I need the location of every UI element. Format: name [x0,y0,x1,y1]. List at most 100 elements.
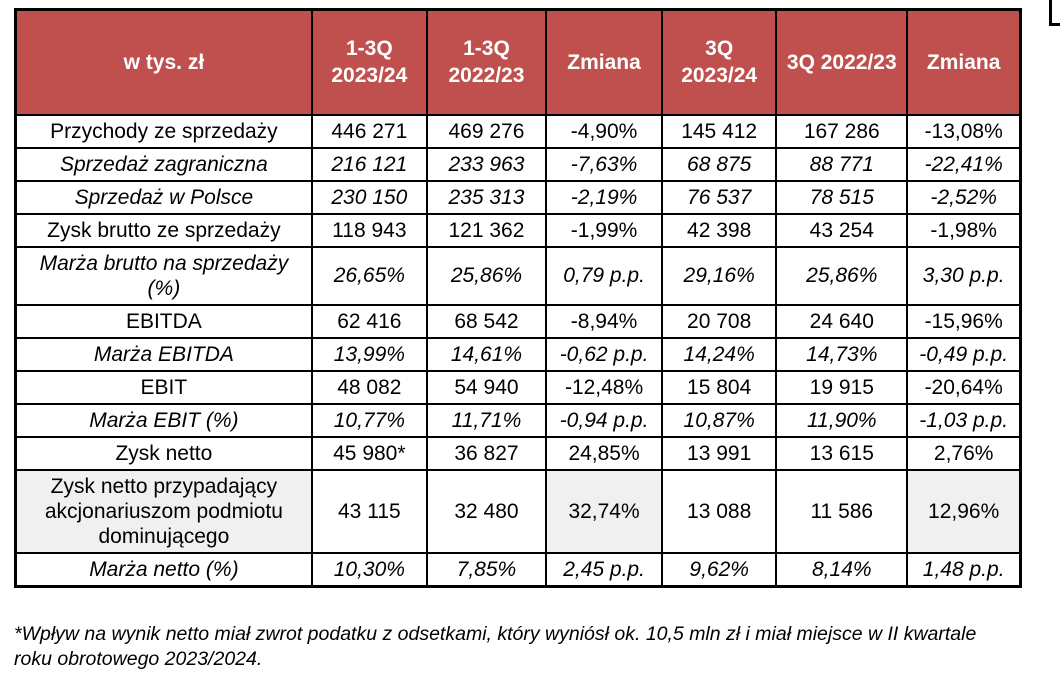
value-cell: 25,86% [425,245,548,306]
value-cell: 233 963 [425,146,548,182]
table-row: Marża netto (%) 10,30% 7,85% 2,45 p.p. 9,62%… [14,551,1022,587]
value-cell: 11 586 [775,468,909,554]
value-cell: -12,48% [544,369,664,405]
row-label-cell: Sprzedaż w Polsce [14,179,313,215]
value-cell: -8,94% [544,303,664,339]
value-cell: -15,96% [906,303,1022,339]
row-label-cell: EBITDA [14,303,313,339]
financial-results-table: w tys. zł 1-3Q 2023/24 1-3Q 2022/23 Zmia… [14,8,1022,588]
value-cell: 11,71% [425,402,548,438]
value-cell: 14,73% [775,336,909,372]
value-cell: 7,85% [425,551,548,587]
value-cell: 12,96% [906,468,1022,554]
value-cell: 15 804 [661,369,778,405]
value-cell: 24 640 [775,303,909,339]
column-header-1-3q-2023-24: 1-3Q 2023/24 [310,8,428,116]
value-cell: -2,52% [906,179,1022,215]
value-cell: 1,48 p.p. [906,551,1022,587]
partial-corner-box [1049,0,1060,26]
value-cell: 167 286 [775,113,909,149]
value-cell: -1,98% [906,212,1022,248]
table-row: Marża EBIT (%) 10,77% 11,71% -0,94 p.p. 10,8… [14,402,1022,438]
value-cell: 145 412 [661,113,778,149]
value-cell: 26,65% [310,245,428,306]
value-cell: -1,03 p.p. [906,402,1022,438]
column-header-3q-2023-24: 3Q 2023/24 [661,8,778,116]
table-row: EBITDA 62 416 68 542 -8,94% 20 708 24 640 -15,… [14,303,1022,339]
value-cell: 0,79 p.p. [544,245,664,306]
value-cell: -2,19% [544,179,664,215]
value-cell: 14,61% [425,336,548,372]
column-header-3q-2022-23: 3Q 2022/23 [775,8,909,116]
value-cell: 230 150 [310,179,428,215]
value-cell: 43 254 [775,212,909,248]
value-cell: -4,90% [544,113,664,149]
table-body: Przychody ze sprzedaży 446 271 469 276 -4,9… [14,113,1022,587]
row-label-cell: Zysk netto przypadający akcjonariuszom p… [14,468,313,554]
row-label-cell: Marża netto (%) [14,551,313,587]
row-label-cell: Marża EBIT (%) [14,402,313,438]
value-cell: 9,62% [661,551,778,587]
value-cell: 469 276 [425,113,548,149]
row-label-cell: Zysk brutto ze sprzedaży [14,212,313,248]
value-cell: 13 615 [775,435,909,471]
value-cell: 8,14% [775,551,909,587]
value-cell: 10,87% [661,402,778,438]
table-header: w tys. zł 1-3Q 2023/24 1-3Q 2022/23 Zmia… [14,8,1022,116]
value-cell: -0,94 p.p. [544,402,664,438]
table-row: EBIT 48 082 54 940 -12,48% 15 804 19 915 -20,6… [14,369,1022,405]
value-cell: 10,77% [310,402,428,438]
row-label-cell: Marża EBITDA [14,336,313,372]
value-cell: 88 771 [775,146,909,182]
value-cell: 25,86% [775,245,909,306]
column-header-unit: w tys. zł [14,8,313,116]
row-label-cell: Sprzedaż zagraniczna [14,146,313,182]
value-cell: 2,45 p.p. [544,551,664,587]
value-cell: 36 827 [425,435,548,471]
table-row: Przychody ze sprzedaży 446 271 469 276 -4,9… [14,113,1022,149]
value-cell: 29,16% [661,245,778,306]
column-header-zmiana-ytd: Zmiana [544,8,664,116]
value-cell: 48 082 [310,369,428,405]
value-cell: 45 980* [310,435,428,471]
value-cell: 216 121 [310,146,428,182]
value-cell: 13,99% [310,336,428,372]
table-row: Sprzedaż zagraniczna 216 121 233 963 -7,63%… [14,146,1022,182]
row-label-cell: Przychody ze sprzedaży [14,113,313,149]
table-row: Marża brutto na sprzedaży (%) 26,65% 25,86… [14,245,1022,306]
row-label-cell: Zysk netto [14,435,313,471]
table-row: Sprzedaż w Polsce 230 150 235 313 -2,19% 76 … [14,179,1022,215]
row-label-cell: Marża brutto na sprzedaży (%) [14,245,313,306]
value-cell: 62 416 [310,303,428,339]
value-cell: 24,85% [544,435,664,471]
value-cell: 118 943 [310,212,428,248]
value-cell: -0,62 p.p. [544,336,664,372]
table-row: Zysk netto 45 980* 36 827 24,85% 13 991 13 61… [14,435,1022,471]
value-cell: 78 515 [775,179,909,215]
value-cell: 13 991 [661,435,778,471]
value-cell: 10,30% [310,551,428,587]
header-row: w tys. zł 1-3Q 2023/24 1-3Q 2022/23 Zmia… [14,8,1022,116]
value-cell: -20,64% [906,369,1022,405]
value-cell: 68 542 [425,303,548,339]
footnote-text: *Wpływ na wynik netto miał zwrot podatku… [14,623,977,670]
value-cell: 42 398 [661,212,778,248]
value-cell: 121 362 [425,212,548,248]
table-row: Marża EBITDA 13,99% 14,61% -0,62 p.p. 14,24%… [14,336,1022,372]
value-cell: 76 537 [661,179,778,215]
value-cell: 54 940 [425,369,548,405]
value-cell: 446 271 [310,113,428,149]
value-cell: 32,74% [544,468,664,554]
row-label-cell: EBIT [14,369,313,405]
value-cell: 20 708 [661,303,778,339]
value-cell: 19 915 [775,369,909,405]
value-cell: 2,76% [906,435,1022,471]
value-cell: -1,99% [544,212,664,248]
column-header-1-3q-2022-23: 1-3Q 2022/23 [425,8,548,116]
value-cell: -0,49 p.p. [906,336,1022,372]
value-cell: 3,30 p.p. [906,245,1022,306]
table-row: Zysk netto przypadający akcjonariuszom p… [14,468,1022,554]
value-cell: 32 480 [425,468,548,554]
value-cell: -7,63% [544,146,664,182]
